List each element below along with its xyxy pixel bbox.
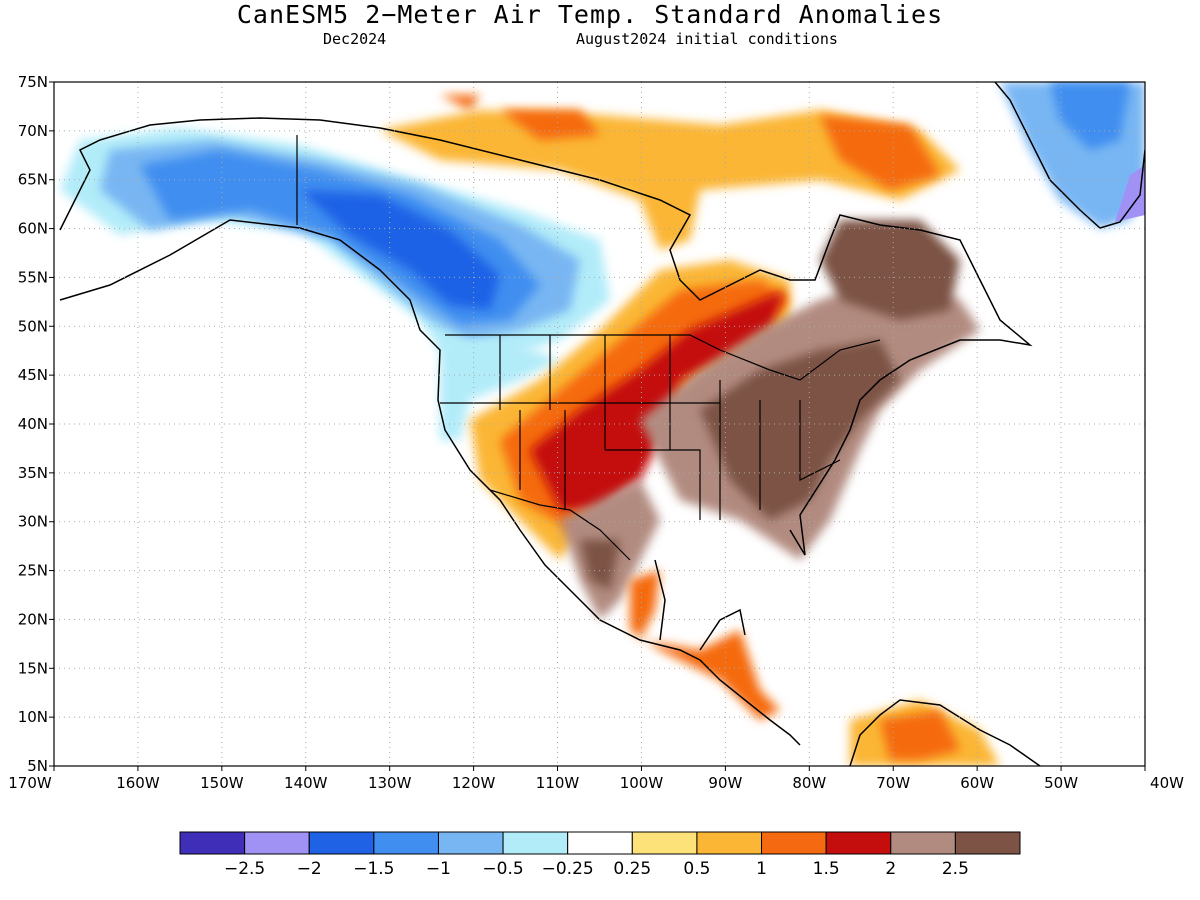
lon-tick-label: 40W bbox=[1150, 774, 1184, 792]
lat-tick-label: 10N bbox=[18, 708, 48, 726]
lon-tick-label: 160W bbox=[116, 774, 160, 792]
anomaly-field bbox=[60, 82, 1145, 766]
lat-tick-label: 5N bbox=[27, 757, 48, 775]
colorbar-swatch bbox=[373, 831, 439, 855]
colorbar-swatch bbox=[696, 831, 763, 855]
lat-tick-label: 65N bbox=[18, 171, 48, 189]
colorbar-label: 1.5 bbox=[813, 859, 840, 879]
colorbar-label: −0.25 bbox=[542, 859, 594, 879]
lat-tick-label: 45N bbox=[18, 366, 48, 384]
lon-tick-label: 110W bbox=[536, 774, 580, 792]
colorbar-swatch bbox=[308, 831, 375, 855]
anomaly-region-greenland-core bbox=[1050, 82, 1130, 150]
colorbar-swatch bbox=[631, 831, 698, 855]
colorbar-label: 0.25 bbox=[613, 859, 651, 879]
map-title: CanESM5 2−Meter Air Temp. Standard Anoma… bbox=[236, 0, 944, 29]
lat-tick-label: 70N bbox=[18, 122, 48, 140]
lon-tick-label: 80W bbox=[792, 774, 826, 792]
lat-tick-label: 35N bbox=[18, 464, 48, 482]
lat-tick-label: 60N bbox=[18, 220, 48, 238]
colorbar-swatch bbox=[502, 831, 569, 855]
borders bbox=[296, 135, 881, 561]
lon-tick-label: 100W bbox=[620, 774, 664, 792]
lon-tick-label: 120W bbox=[452, 774, 496, 792]
colorbar-swatch bbox=[825, 831, 892, 855]
axis-ticks: 75N 70N 65N 60N 55N 50N 45N 40N 35N 30N 25N 20N 15N 1… bbox=[8, 73, 1184, 792]
colorbar-label: −2.5 bbox=[224, 859, 265, 879]
coastline-south-america bbox=[849, 699, 1041, 766]
lat-tick-label: 20N bbox=[18, 610, 48, 628]
colorbar-label: 0.5 bbox=[683, 859, 710, 879]
lon-tick-label: 170W bbox=[8, 774, 52, 792]
anomaly-region-southwest-core bbox=[530, 290, 785, 510]
colorbar-label: −2 bbox=[297, 859, 322, 879]
anomaly-region-arctic-hot bbox=[440, 95, 940, 190]
colorbar-label: 2.5 bbox=[942, 859, 969, 879]
coastline-north-america bbox=[59, 117, 1033, 746]
colorbar-swatch bbox=[437, 831, 504, 855]
colorbar-swatch bbox=[761, 831, 827, 855]
anomaly-region-bc-core bbox=[300, 190, 500, 310]
anomaly-region-pacific-nw bbox=[440, 340, 560, 440]
lon-tick-label: 90W bbox=[708, 774, 742, 792]
lon-tick-label: 130W bbox=[368, 774, 412, 792]
lat-tick-label: 55N bbox=[18, 268, 48, 286]
colorbar-swatch bbox=[954, 831, 1021, 855]
colorbar-swatch bbox=[244, 831, 310, 855]
lat-tick-label: 25N bbox=[18, 562, 48, 580]
colorbar-swatch bbox=[179, 831, 246, 855]
anomaly-region-colombia-core bbox=[880, 710, 960, 760]
colorbar-label: −1 bbox=[426, 859, 451, 879]
lat-tick-label: 40N bbox=[18, 415, 48, 433]
lon-tick-label: 150W bbox=[200, 774, 244, 792]
colorbar: −2.5 −2 −1.5 −1 −0.5 −0.25 0.25 0.5 1 1.5 2 2.5 bbox=[179, 831, 1021, 879]
lat-tick-label: 15N bbox=[18, 659, 48, 677]
initial-conditions-label: August2024 initial conditions bbox=[576, 30, 838, 48]
anomaly-region-gulf-mexico bbox=[630, 570, 780, 720]
colorbar-label: 2 bbox=[885, 859, 896, 879]
border-us-mexico bbox=[489, 489, 631, 561]
anomaly-region-east-strong bbox=[580, 220, 960, 590]
lon-tick-label: 70W bbox=[876, 774, 910, 792]
lat-tick-label: 30N bbox=[18, 513, 48, 531]
coastlines bbox=[59, 82, 1145, 766]
anomaly-region-greenland-tip bbox=[1115, 165, 1145, 222]
colorbar-label: −0.5 bbox=[482, 859, 523, 879]
lat-tick-label: 50N bbox=[18, 317, 48, 335]
colorbar-swatch bbox=[567, 831, 633, 855]
border-states bbox=[440, 335, 841, 520]
colorbar-swatch bbox=[890, 831, 956, 855]
graticule bbox=[54, 82, 1145, 766]
valid-month-label: Dec2024 bbox=[323, 30, 387, 48]
border-us-canada bbox=[445, 334, 881, 381]
colorbar-label: −1.5 bbox=[353, 859, 394, 879]
coastline-greenland bbox=[994, 82, 1145, 229]
colorbar-label: 1 bbox=[756, 859, 767, 879]
lon-tick-label: 50W bbox=[1044, 774, 1078, 792]
lat-tick-label: 75N bbox=[18, 73, 48, 91]
lon-tick-label: 60W bbox=[960, 774, 994, 792]
lon-tick-label: 140W bbox=[284, 774, 328, 792]
